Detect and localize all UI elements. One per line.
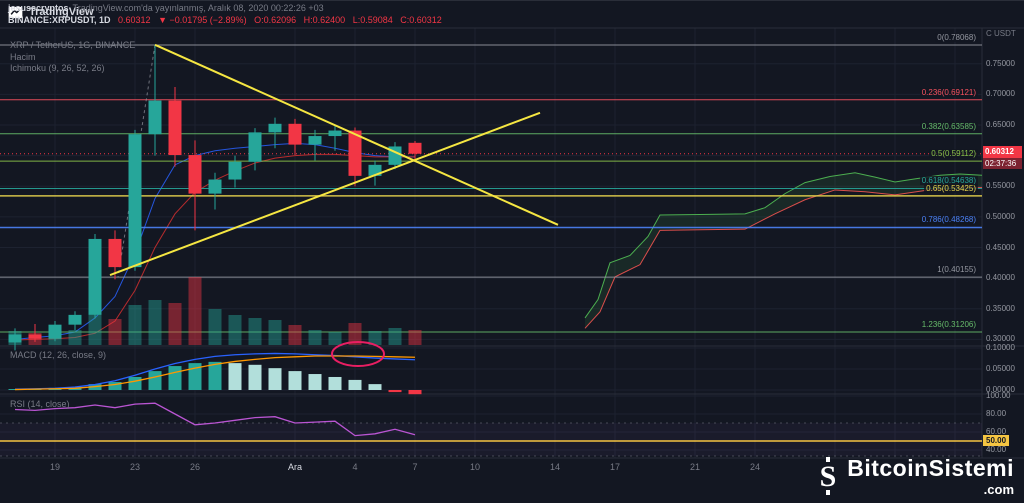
macd-histogram-bar bbox=[408, 390, 422, 395]
volume-bar bbox=[328, 332, 342, 345]
volume-bar bbox=[168, 303, 182, 345]
candle-body bbox=[188, 155, 202, 194]
candle-body bbox=[248, 132, 262, 162]
bar-countdown: 02:37:36 bbox=[983, 157, 1022, 170]
macd-histogram-bar bbox=[248, 364, 262, 390]
legend-rsi: RSI (14, close) bbox=[10, 399, 70, 409]
candle-body bbox=[268, 123, 282, 133]
volume-bar bbox=[268, 320, 282, 345]
last-price: 0.60312 bbox=[118, 15, 151, 25]
macd-histogram-bar bbox=[288, 371, 302, 390]
volume-bar bbox=[88, 315, 102, 345]
symbol-name: BINANCE:XRPUSDT, 1D bbox=[8, 15, 111, 25]
candle-body bbox=[68, 314, 82, 325]
macd-signal-line bbox=[14, 355, 416, 391]
candle-body bbox=[48, 324, 62, 339]
ohlc-high: H:0.62400 bbox=[303, 15, 346, 25]
volume-bar bbox=[148, 300, 162, 345]
macd-histogram-bar bbox=[388, 390, 402, 393]
tradingview-logo-icon[interactable] bbox=[8, 5, 23, 20]
bitcoinsistemi-watermark: S BitcoinSistemi .com bbox=[815, 455, 1014, 498]
macd-histogram-bar bbox=[348, 379, 362, 390]
volume-bar bbox=[108, 319, 122, 345]
volume-bar bbox=[288, 325, 302, 345]
candle-body bbox=[368, 164, 382, 176]
legend-symbol: XRP / TetherUS, 1G, BINANCE bbox=[10, 40, 136, 50]
volume-bar bbox=[208, 309, 222, 345]
publish-line: jesusscryptos TradingView.com'da yayınlan… bbox=[8, 3, 324, 13]
macd-histogram-bar bbox=[268, 368, 282, 390]
legend-volume: Hacim bbox=[10, 52, 36, 62]
macd-histogram-bar bbox=[108, 382, 122, 390]
trendline bbox=[109, 111, 541, 277]
publisher-name: jesusscryptos bbox=[8, 3, 69, 13]
candle-body bbox=[208, 179, 222, 194]
candle-body bbox=[128, 134, 142, 268]
candle-body bbox=[168, 100, 182, 156]
candle-body bbox=[28, 334, 42, 339]
macd-histogram-bar bbox=[308, 374, 322, 390]
watermark-tld: .com bbox=[983, 482, 1014, 497]
legend-ichimoku: Ichimoku (9, 26, 52, 26) bbox=[10, 63, 105, 73]
volume-bar bbox=[228, 315, 242, 345]
legend-macd: MACD (12, 26, close, 9) bbox=[10, 350, 107, 360]
footer-bar: TradingView bbox=[0, 0, 1024, 23]
candle-body bbox=[228, 161, 242, 180]
senkou-span-a bbox=[584, 172, 983, 319]
candle-body bbox=[408, 142, 422, 154]
candle-body bbox=[108, 238, 122, 268]
volume-bar bbox=[188, 277, 202, 345]
senkou-span-b bbox=[584, 186, 983, 329]
volume-bar bbox=[408, 330, 422, 345]
price-change: ▼ −0.01795 (−2.89%) bbox=[158, 15, 247, 25]
macd-histogram-bar bbox=[128, 376, 142, 390]
svg-text:S: S bbox=[820, 460, 837, 493]
volume-bar bbox=[68, 330, 82, 345]
macd-histogram-bar bbox=[168, 366, 182, 390]
macd-histogram-bar bbox=[208, 361, 222, 390]
volume-bar bbox=[388, 328, 402, 345]
volume-bar bbox=[128, 305, 142, 345]
ohlc-close: C:0.60312 bbox=[400, 15, 442, 25]
bitcoinsistemi-logo-icon: S bbox=[820, 457, 837, 495]
rsi-band bbox=[0, 423, 982, 456]
volume-bar bbox=[308, 330, 322, 345]
volume-bar bbox=[248, 318, 262, 345]
volume-bar bbox=[368, 331, 382, 345]
ohlc-low: L:0.59084 bbox=[352, 15, 393, 25]
price-axis-currency[interactable]: C USDT bbox=[986, 29, 1016, 38]
candle-body bbox=[148, 100, 162, 135]
candle-body bbox=[288, 123, 302, 145]
last-price-axis-label: 0.60312 02:37:36 bbox=[983, 146, 1022, 170]
macd-histogram-bar bbox=[228, 363, 242, 390]
candle-body bbox=[348, 130, 362, 176]
macd-histogram-bar bbox=[188, 363, 202, 390]
macd-highlight-ellipse bbox=[331, 341, 385, 367]
tradingview-wordmark[interactable]: TradingView bbox=[29, 6, 94, 18]
macd-histogram-bar bbox=[328, 376, 342, 390]
volume-bar bbox=[348, 323, 362, 345]
symbol-line: BINANCE:XRPUSDT, 1D 0.60312 ▼ −0.01795 (… bbox=[8, 15, 447, 25]
ohlc-open: O:0.62096 bbox=[254, 15, 297, 25]
last-price-value: 0.60312 bbox=[983, 146, 1022, 158]
watermark-brand: BitcoinSistemi bbox=[847, 455, 1014, 481]
candle-body bbox=[308, 136, 322, 145]
publish-info: TradingView.com'da yayınlanmış, Aralık 0… bbox=[72, 3, 324, 13]
trendline bbox=[154, 43, 559, 226]
candle-body bbox=[88, 238, 102, 315]
candle-body bbox=[8, 334, 22, 343]
macd-histogram-bar bbox=[148, 371, 162, 390]
tenkan-sen bbox=[14, 142, 415, 340]
rsi-line bbox=[14, 402, 416, 437]
macd-histogram-bar bbox=[368, 384, 382, 390]
rsi-level-label: 50.00 bbox=[983, 435, 1010, 446]
candle-body bbox=[328, 130, 342, 137]
